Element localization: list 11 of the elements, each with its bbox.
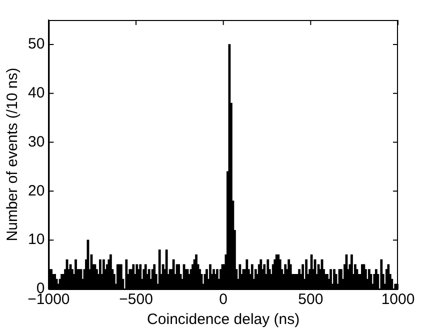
y-tick-label: 50: [28, 36, 45, 53]
x-tick-label: 500: [298, 291, 324, 308]
y-tick-label: 20: [28, 182, 45, 200]
y-tick-label: 10: [28, 231, 45, 248]
x-tick-label: −500: [119, 291, 153, 308]
x-axis-title: Coincidence delay (ns): [147, 311, 300, 328]
y-tick-label: 30: [28, 133, 45, 150]
x-tick-label: 1000: [381, 291, 415, 308]
x-tick-label: 0: [219, 291, 228, 308]
y-tick-label: 40: [28, 84, 45, 102]
y-axis-title: Number of events (/10 ns): [4, 68, 22, 242]
